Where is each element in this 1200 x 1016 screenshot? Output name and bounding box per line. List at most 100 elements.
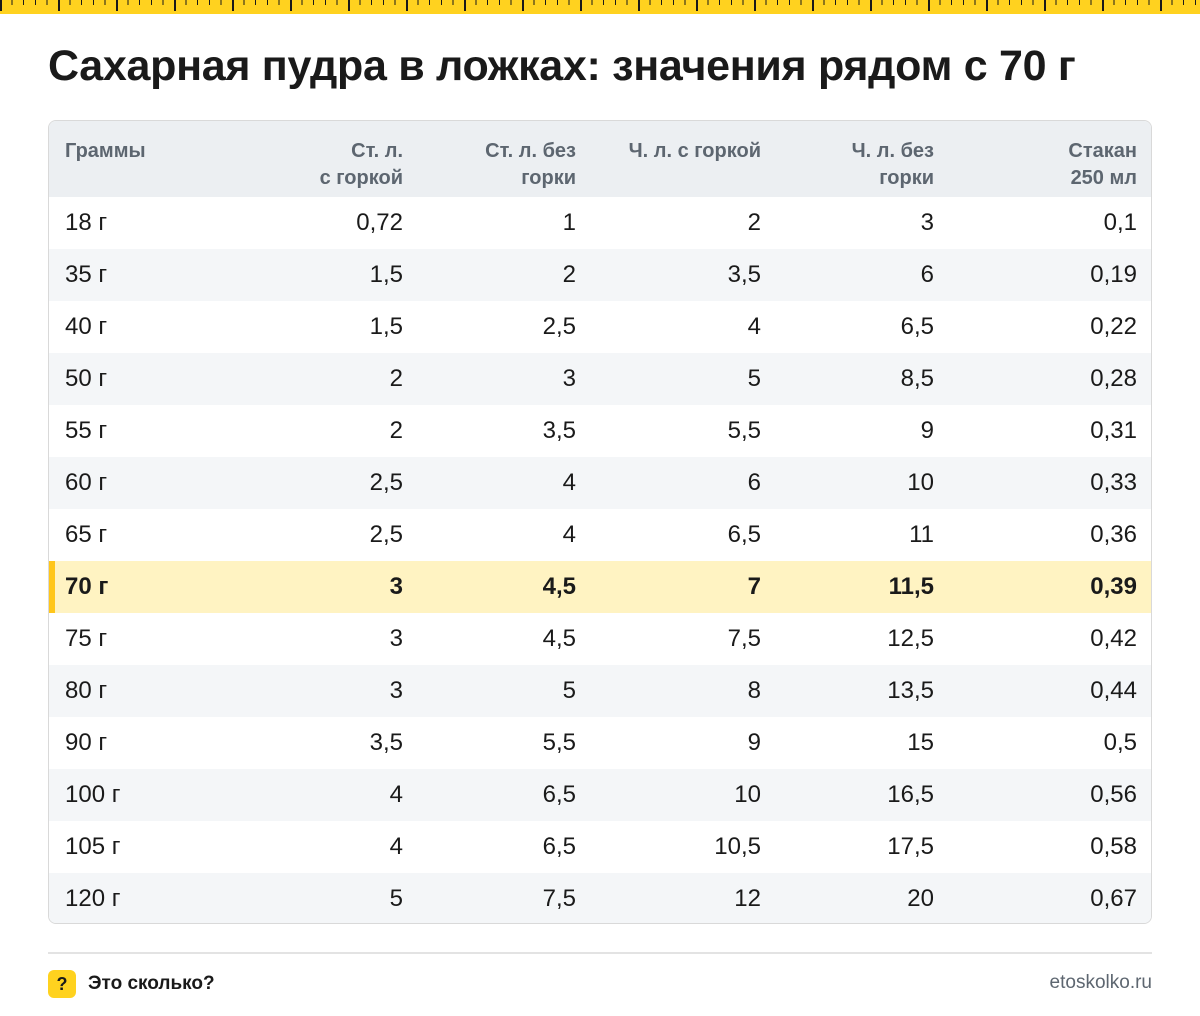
table-row: 100 г 4 6,5 10 16,5 0,56 <box>49 769 1151 821</box>
value-cell: 4 <box>389 833 403 860</box>
value-cell: 5,5 <box>542 729 576 756</box>
value-cell: 2,5 <box>369 521 403 548</box>
table-row: 65 г 2,5 4 6,5 11 0,36 <box>49 509 1151 561</box>
value-cell: 12,5 <box>887 625 934 652</box>
table-row: 55 г 2 3,5 5,5 9 0,31 <box>49 405 1151 457</box>
value-cell: 3,5 <box>369 729 403 756</box>
value-cell: 0,39 <box>1090 573 1137 600</box>
value-cell: 4 <box>562 469 576 496</box>
value-cell: 4,5 <box>542 625 576 652</box>
value-cell: 11 <box>909 521 934 548</box>
value-cell: 7,5 <box>542 885 576 912</box>
value-cell: 2 <box>389 417 403 444</box>
column-header-line: Стакан <box>1068 140 1137 162</box>
grams-cell: 40 г <box>65 313 108 340</box>
value-cell: 9 <box>920 417 934 444</box>
value-cell: 11,5 <box>888 573 934 600</box>
table-row: 90 г 3,5 5,5 9 15 0,5 <box>49 717 1151 769</box>
value-cell: 0,67 <box>1090 885 1137 912</box>
value-cell: 4,5 <box>542 573 576 600</box>
value-cell: 7 <box>747 573 761 600</box>
column-header-line: Ст. л. <box>351 140 403 162</box>
value-cell: 8 <box>747 677 761 704</box>
table-row: 40 г 1,5 2,5 4 6,5 0,22 <box>49 301 1151 353</box>
value-cell: 9 <box>747 729 761 756</box>
value-cell: 17,5 <box>887 833 934 860</box>
table-row: 18 г 0,72 1 2 3 0,1 <box>49 197 1151 249</box>
column-header-line: горки <box>521 167 576 189</box>
value-cell: 0,36 <box>1090 521 1137 548</box>
table-row-highlighted: 70 г 3 4,5 7 11,5 0,39 <box>49 561 1151 613</box>
table-body: 18 г 0,72 1 2 3 0,1 35 г 1,5 2 3,5 6 0,19 40 г 1,5 2,5… <box>49 197 1151 923</box>
value-cell: 0,28 <box>1090 365 1137 392</box>
grams-cell: 75 г <box>65 625 108 652</box>
value-cell: 0,42 <box>1090 625 1137 652</box>
table-row: 120 г 5 7,5 12 20 0,67 <box>49 873 1151 923</box>
grams-cell: 80 г <box>65 677 108 704</box>
value-cell: 3,5 <box>727 261 761 288</box>
value-cell: 3 <box>389 625 403 652</box>
grams-cell: 70 г <box>49 561 249 613</box>
value-cell: 16,5 <box>887 781 934 808</box>
table-row: 50 г 2 3 5 8,5 0,28 <box>49 353 1151 405</box>
column-header-5: Стакан 250 мл <box>950 121 1151 197</box>
value-cell: 3,5 <box>542 417 576 444</box>
value-cell: 10,5 <box>714 833 761 860</box>
column-header-4: Ч. л. без горки <box>777 121 950 197</box>
value-cell: 6 <box>747 469 761 496</box>
value-cell: 4 <box>747 313 761 340</box>
grams-cell: 55 г <box>65 417 108 444</box>
value-cell: 0,5 <box>1103 729 1137 756</box>
table-row: 80 г 3 5 8 13,5 0,44 <box>49 665 1151 717</box>
value-cell: 4 <box>389 781 403 808</box>
question-mark-icon: ? <box>48 970 76 998</box>
column-header-line: 250 мл <box>1070 167 1137 189</box>
table-row: 60 г 2,5 4 6 10 0,33 <box>49 457 1151 509</box>
value-cell: 2 <box>562 261 576 288</box>
footer-brand: ? Это сколько? <box>48 970 215 998</box>
value-cell: 5,5 <box>727 417 761 444</box>
value-cell: 3 <box>562 365 576 392</box>
value-cell: 6,5 <box>727 521 761 548</box>
value-cell: 15 <box>907 729 934 756</box>
value-cell: 6 <box>920 261 934 288</box>
value-cell: 5 <box>389 885 403 912</box>
footer-divider <box>48 952 1152 954</box>
grams-cell: 35 г <box>65 261 108 288</box>
value-cell: 12 <box>734 885 761 912</box>
value-cell: 4 <box>562 521 576 548</box>
grams-cell: 50 г <box>65 365 108 392</box>
ruler-strip <box>0 0 1200 14</box>
value-cell: 1,5 <box>369 313 403 340</box>
table-row: 105 г 4 6,5 10,5 17,5 0,58 <box>49 821 1151 873</box>
grams-cell: 100 г <box>65 781 121 808</box>
grams-cell: 120 г <box>65 885 121 912</box>
value-cell: 20 <box>907 885 934 912</box>
value-cell: 2,5 <box>542 313 576 340</box>
grams-cell: 18 г <box>65 209 108 236</box>
value-cell: 0,58 <box>1090 833 1137 860</box>
table-header-row: Граммы Ст. л. с горкой Ст. л. без горки Ч. л.… <box>49 121 1151 197</box>
value-cell: 3 <box>920 209 934 236</box>
column-header-line: Ч. л. с горкой <box>628 140 761 162</box>
value-cell: 0,22 <box>1090 313 1137 340</box>
value-cell: 2,5 <box>369 469 403 496</box>
value-cell: 6,5 <box>542 781 576 808</box>
value-cell: 1,5 <box>369 261 403 288</box>
grams-cell: 65 г <box>65 521 108 548</box>
value-cell: 0,56 <box>1090 781 1137 808</box>
value-cell: 1 <box>562 209 576 236</box>
value-cell: 10 <box>907 469 934 496</box>
column-header-line: Граммы <box>65 140 146 162</box>
value-cell: 0,19 <box>1090 261 1137 288</box>
column-header-3: Ч. л. с горкой <box>592 121 777 197</box>
value-cell: 7,5 <box>727 625 761 652</box>
value-cell: 8,5 <box>900 365 934 392</box>
column-header-line: Ч. л. без <box>851 140 934 162</box>
page-title: Сахарная пудра в ложках: значения рядом … <box>48 42 1076 90</box>
value-cell: 5 <box>747 365 761 392</box>
value-cell: 3 <box>389 677 403 704</box>
value-cell: 5 <box>562 677 576 704</box>
column-header-line: горки <box>879 167 934 189</box>
column-header-line: Ст. л. без <box>485 140 576 162</box>
